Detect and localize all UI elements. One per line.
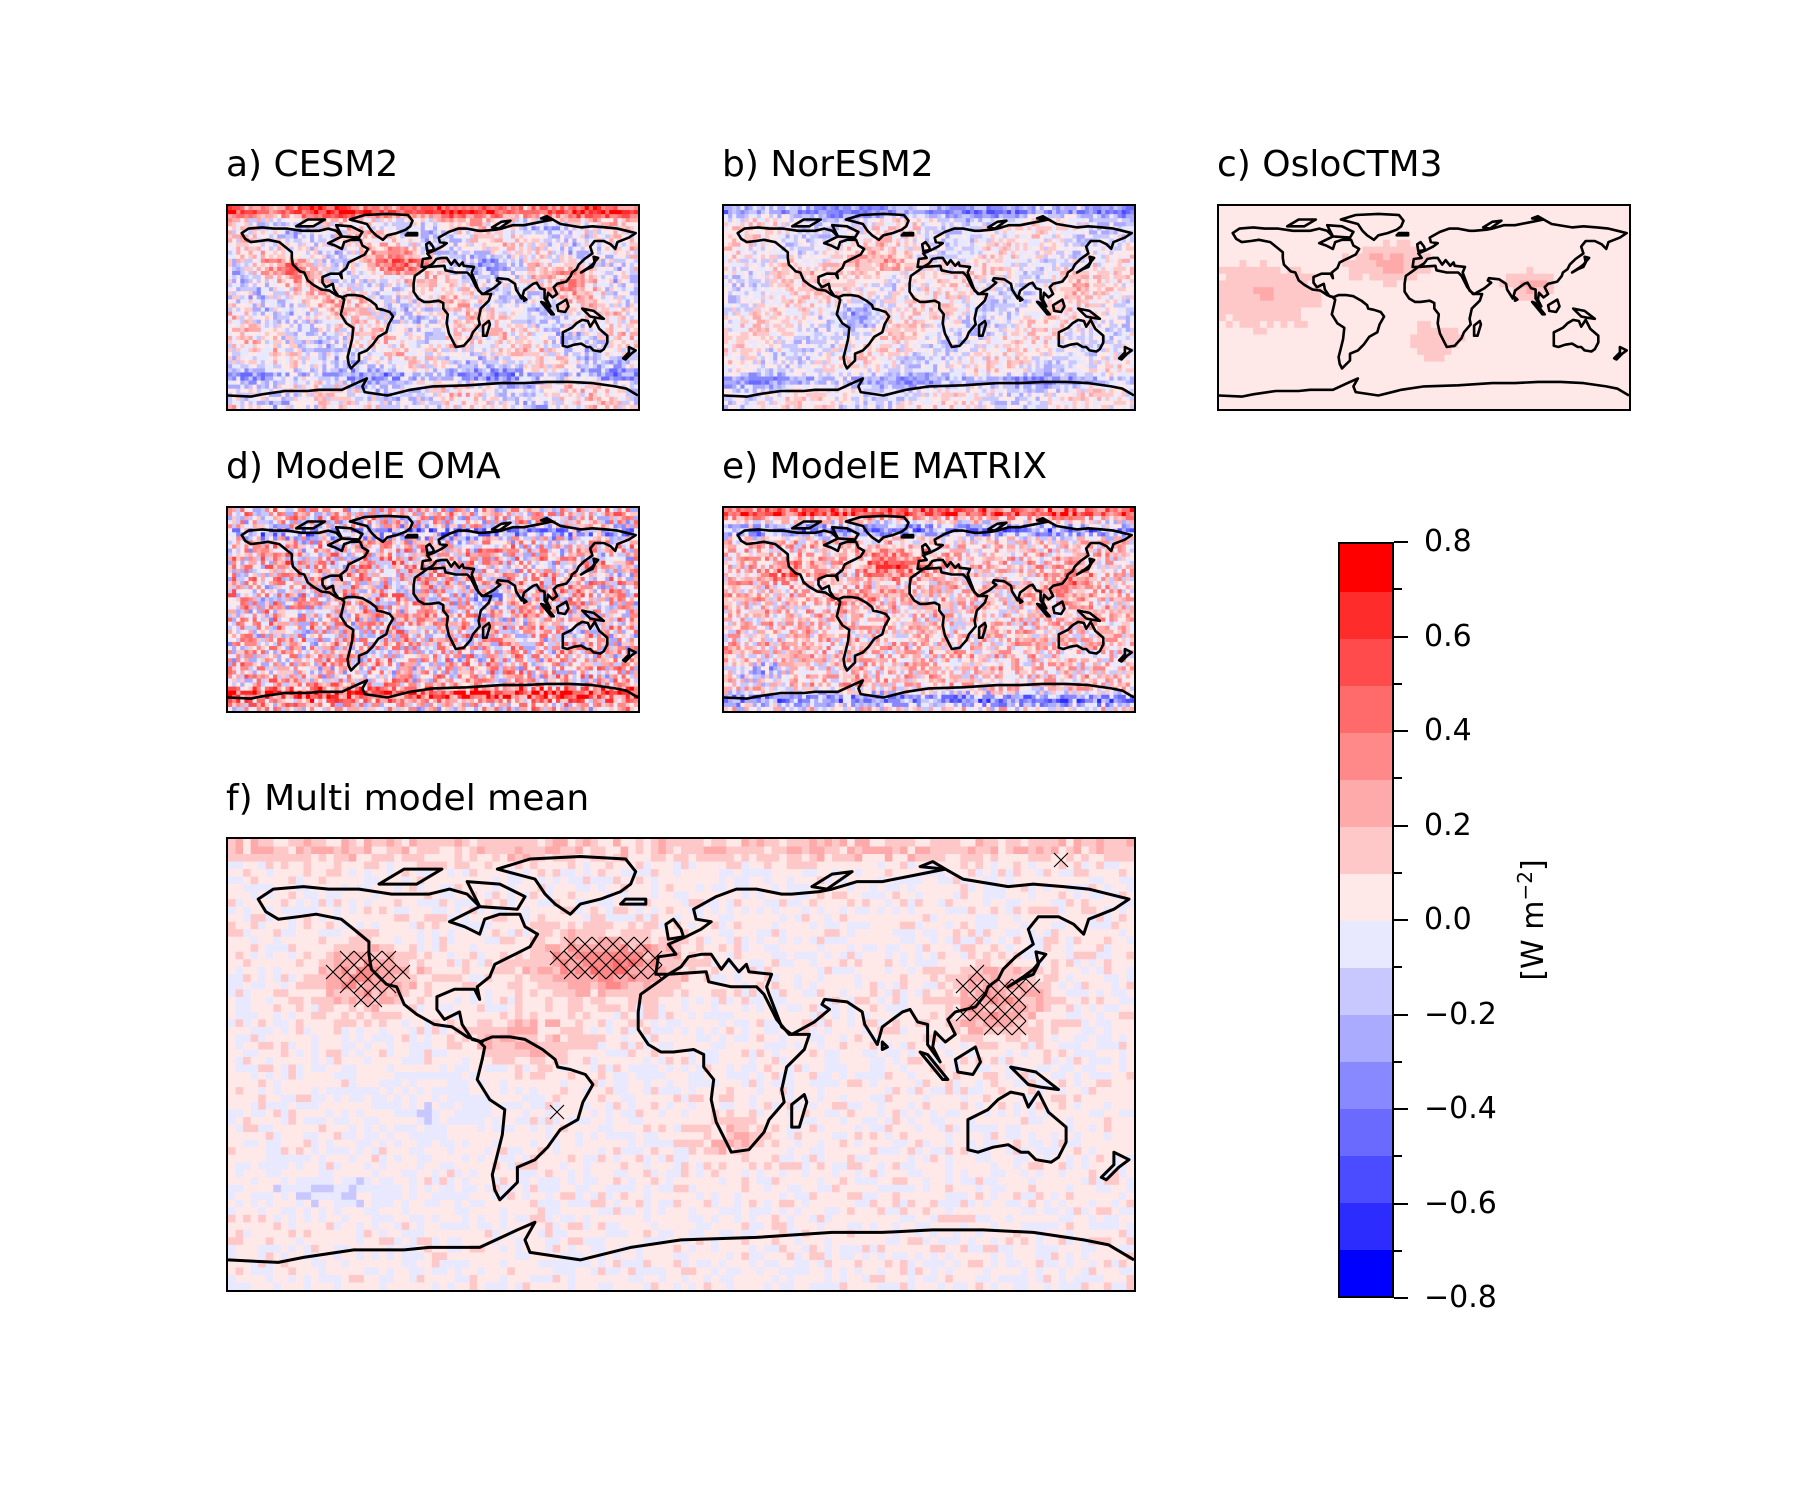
- colorbar-band: [1340, 1061, 1392, 1109]
- map-noresm2: [722, 204, 1136, 411]
- panel-title-f: f) Multi model mean: [226, 779, 589, 819]
- colorbar-tick: [1394, 1013, 1408, 1016]
- colorbar-band: [1340, 544, 1392, 592]
- colorbar-tick-label: −0.8: [1424, 1283, 1497, 1313]
- colorbar-band: [1340, 1014, 1392, 1062]
- map-svg: [228, 839, 1134, 1290]
- map-svg: [228, 508, 638, 711]
- map-svg: [228, 206, 638, 409]
- colorbar-band: [1340, 1108, 1392, 1156]
- significance-hatching: [325, 852, 1069, 1120]
- colorbar-band: [1340, 732, 1392, 780]
- colorbar-tick-label: −0.2: [1424, 999, 1497, 1030]
- panel-title-d: d) ModelE OMA: [226, 447, 501, 487]
- colorbar-tick: [1394, 966, 1402, 969]
- field-cells: [228, 839, 1134, 1290]
- colorbar-label: [W m−2]: [1513, 859, 1551, 980]
- map-svg: [724, 508, 1134, 711]
- coastlines: [724, 212, 1134, 398]
- colorbar-tick-label: −0.4: [1424, 1094, 1497, 1124]
- coastlines: [228, 514, 638, 700]
- colorbar-band: [1340, 967, 1392, 1015]
- colorbar-tick: [1394, 1155, 1402, 1158]
- colorbar-band: [1340, 638, 1392, 686]
- panel-title-e: e) ModelE MATRIX: [722, 447, 1047, 487]
- colorbar-tick: [1394, 1108, 1408, 1110]
- panel-title-c: c) OsloCTM3: [1217, 145, 1443, 185]
- colorbar-tick: [1394, 588, 1402, 591]
- colorbar-tick-label: 0.4: [1424, 716, 1472, 746]
- coastlines: [228, 212, 638, 398]
- colorbar-band: [1340, 685, 1392, 733]
- colorbar-tick: [1394, 824, 1408, 827]
- colorbar-band: [1340, 826, 1392, 874]
- colorbar-tick: [1394, 635, 1408, 638]
- colorbar-tick: [1394, 919, 1408, 921]
- field-cells: [228, 508, 638, 711]
- map-svg: [1219, 206, 1629, 409]
- map-cesm2: [226, 204, 640, 411]
- colorbar-band: [1340, 1155, 1392, 1203]
- coastlines: [1219, 212, 1629, 398]
- colorbar-tick: [1394, 871, 1402, 874]
- map-modele-matrix: [722, 506, 1136, 713]
- colorbar-band: [1340, 1202, 1392, 1250]
- field-cells: [724, 508, 1134, 711]
- panel-title-a: a) CESM2: [226, 145, 398, 185]
- colorbar-tick-label: 0.6: [1424, 621, 1472, 652]
- colorbar-band: [1340, 920, 1392, 968]
- field-cells: [724, 206, 1134, 409]
- colorbar-tick: [1394, 730, 1408, 732]
- colorbar-band: [1340, 779, 1392, 827]
- coastlines: [228, 855, 1134, 1264]
- colorbar-tick: [1394, 1202, 1408, 1205]
- colorbar: [1338, 542, 1394, 1298]
- coastlines: [724, 514, 1134, 700]
- colorbar-tick: [1394, 1249, 1402, 1252]
- colorbar-tick: [1394, 1060, 1402, 1063]
- colorbar-tick: [1394, 777, 1402, 780]
- field-cells: [1219, 206, 1629, 409]
- colorbar-band: [1340, 873, 1392, 921]
- map-multi-model-mean: [226, 837, 1136, 1292]
- colorbar-tick: [1394, 682, 1402, 685]
- field-cells: [228, 206, 638, 409]
- colorbar-tick-label: −0.6: [1424, 1188, 1497, 1219]
- map-osloctm3: [1217, 204, 1631, 411]
- colorbar-tick: [1394, 541, 1408, 543]
- map-modele-oma: [226, 506, 640, 713]
- panel-title-b: b) NorESM2: [722, 145, 934, 185]
- colorbar-band: [1340, 1249, 1392, 1296]
- colorbar-tick-label: 0.2: [1424, 810, 1472, 841]
- colorbar-tick-label: 0.8: [1424, 527, 1472, 557]
- colorbar-tick-label: 0.0: [1424, 905, 1472, 935]
- map-svg: [724, 206, 1134, 409]
- colorbar-tick: [1394, 1297, 1408, 1299]
- colorbar-band: [1340, 591, 1392, 639]
